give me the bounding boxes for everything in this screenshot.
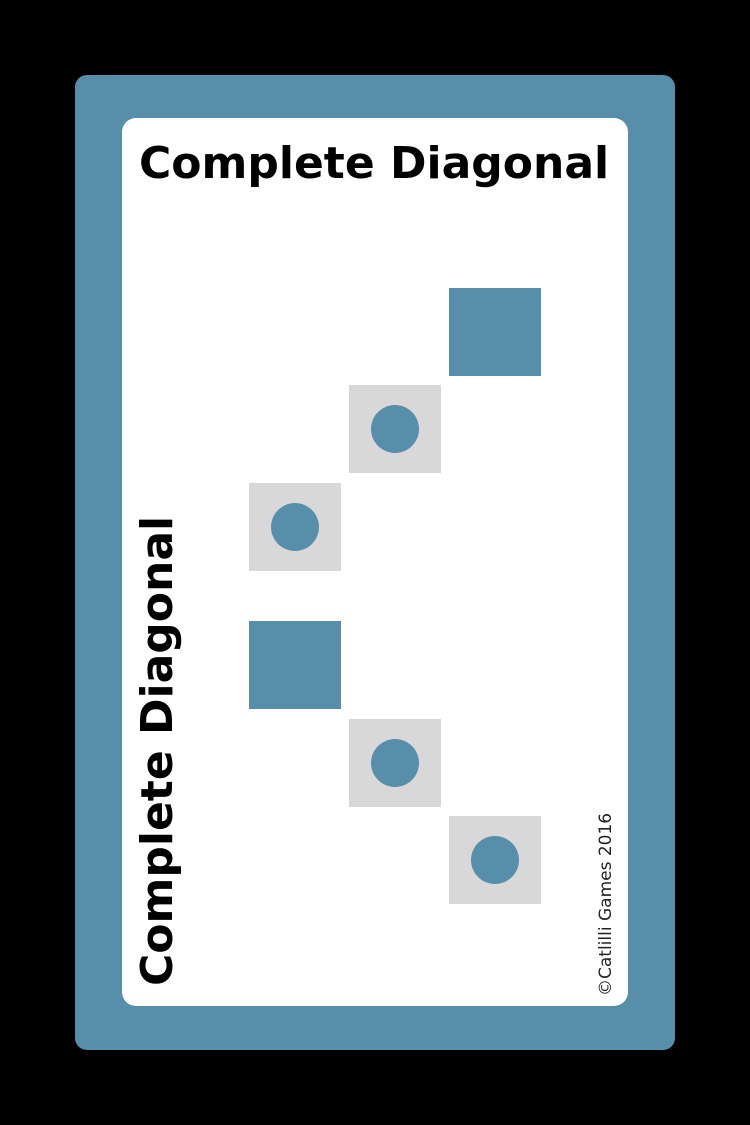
pattern-cell <box>449 816 541 904</box>
pattern-cell <box>249 483 341 571</box>
square-icon <box>249 621 341 709</box>
card-face[interactable] <box>122 118 628 1006</box>
square-icon <box>449 288 541 376</box>
card-side-title: Complete Diagonal <box>132 515 183 986</box>
circle-piece-icon <box>371 739 419 787</box>
copyright-text: ©Catlilli Games 2016 <box>596 812 616 996</box>
circle-piece-icon <box>271 503 319 551</box>
pattern-cell <box>349 385 441 473</box>
card-title: Complete Diagonal <box>139 138 610 189</box>
circle-piece-icon <box>371 405 419 453</box>
pattern-cell <box>349 719 441 807</box>
circle-piece-icon <box>471 836 519 884</box>
